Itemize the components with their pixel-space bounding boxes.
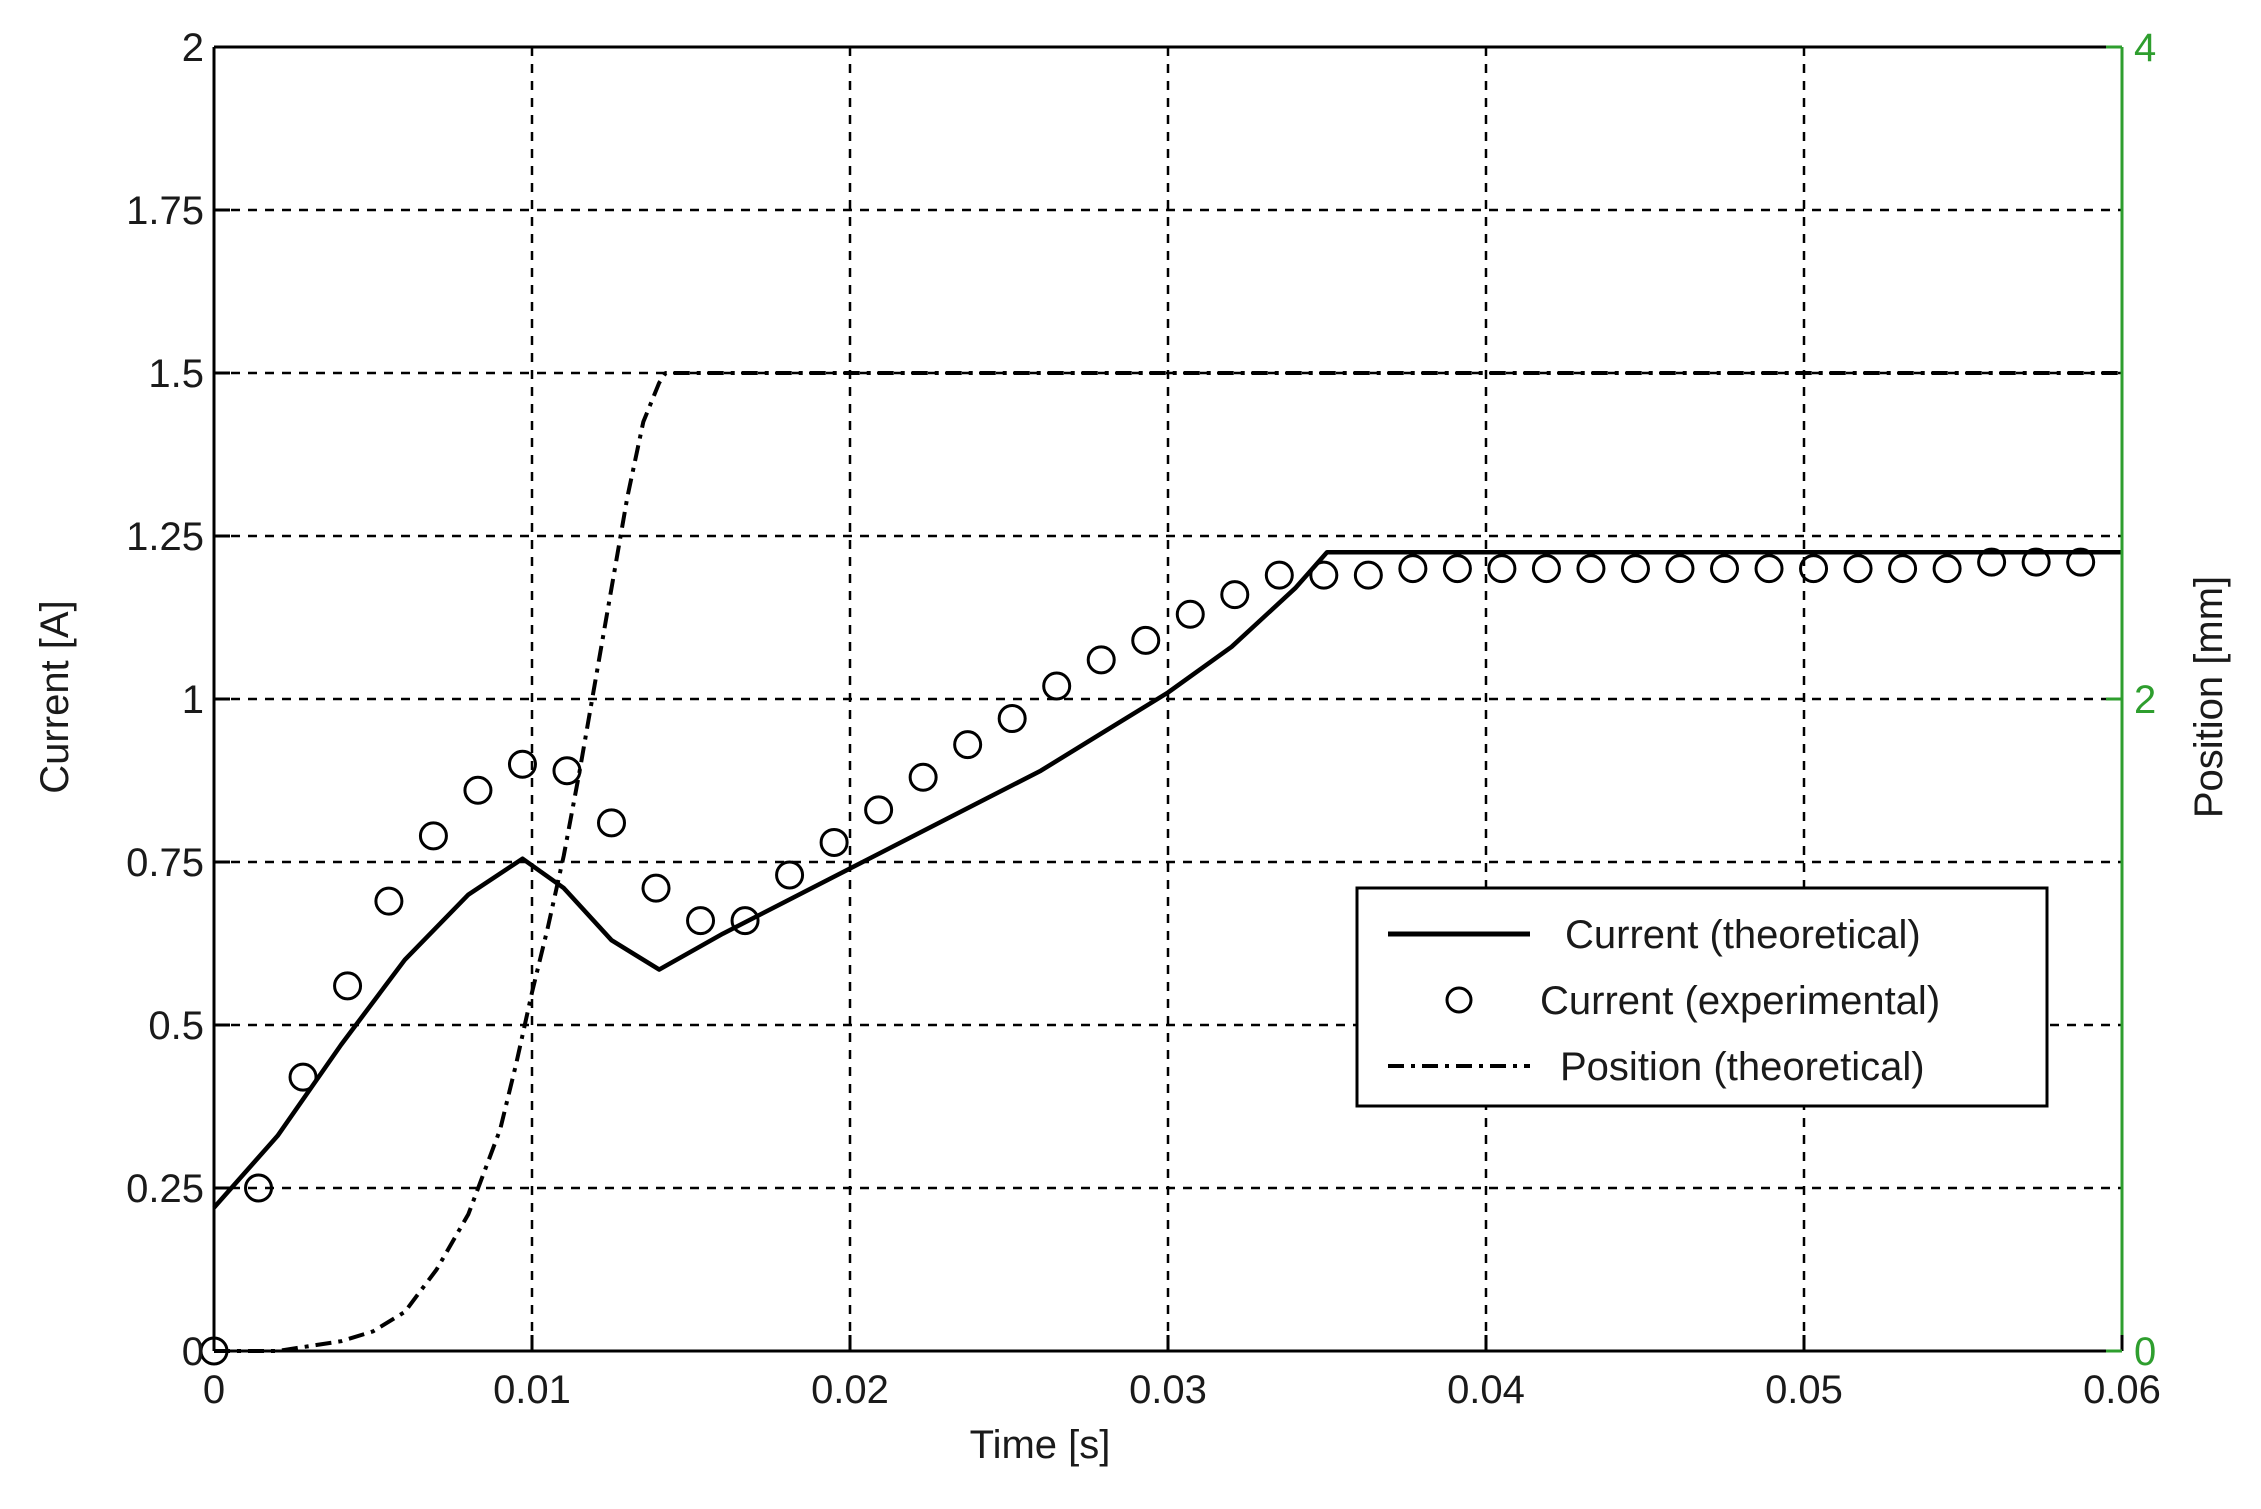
x-axis-title: Time [s] bbox=[970, 1423, 1111, 1467]
legend-swatch-current-experimental bbox=[1445, 986, 1473, 1014]
series-line-position-theoretical bbox=[214, 371, 2122, 1353]
data-point-current-experimental bbox=[864, 795, 894, 825]
data-point-current-experimental bbox=[1576, 554, 1606, 584]
data-point-current-experimental bbox=[1220, 580, 1250, 610]
y2-tick-label: 2 bbox=[2134, 678, 2156, 722]
data-point-current-experimental bbox=[1710, 554, 1739, 584]
data-point-current-experimental bbox=[1932, 554, 1962, 584]
legend: Current (theoretical) Current (experimen… bbox=[1355, 886, 2049, 1108]
data-point-current-experimental bbox=[1353, 560, 1383, 590]
x-tick-label: 0.05 bbox=[1765, 1368, 1843, 1412]
data-point-current-experimental bbox=[730, 906, 760, 936]
legend-label-current-theoretical: Current (theoretical) bbox=[1565, 913, 1921, 957]
data-point-current-experimental bbox=[2021, 547, 2051, 577]
data-point-current-experimental bbox=[597, 808, 626, 838]
y-tick-label: 0.5 bbox=[148, 1004, 204, 1048]
y2-tick-label: 4 bbox=[2134, 26, 2156, 70]
legend-label-current-experimental: Current (experimental) bbox=[1540, 979, 1940, 1023]
data-point-current-experimental bbox=[1531, 554, 1561, 584]
data-point-current-experimental bbox=[1042, 671, 1072, 701]
data-point-current-experimental bbox=[908, 762, 938, 792]
x-tick-label: 0.06 bbox=[2083, 1368, 2161, 1412]
grid-layer bbox=[214, 47, 2122, 1351]
y-tick-label: 1.75 bbox=[126, 189, 204, 233]
data-point-current-experimental bbox=[374, 886, 404, 916]
data-point-current-experimental bbox=[2066, 547, 2096, 577]
data-point-current-experimental bbox=[1309, 560, 1339, 590]
data-point-current-experimental bbox=[1665, 554, 1695, 584]
data-point-current-experimental bbox=[1754, 554, 1784, 584]
data-point-current-experimental bbox=[1888, 554, 1918, 584]
x-tick-label: 0 bbox=[203, 1368, 225, 1412]
data-point-current-experimental bbox=[507, 749, 537, 779]
data-point-current-experimental bbox=[1086, 645, 1116, 675]
y-tick-label: 2 bbox=[182, 26, 204, 70]
data-point-current-experimental bbox=[641, 873, 671, 903]
y-tick-label: 1 bbox=[182, 678, 204, 722]
data-point-current-experimental bbox=[1843, 554, 1873, 584]
x-tick-label: 0.02 bbox=[811, 1368, 889, 1412]
y-tick-label: 0.25 bbox=[126, 1167, 204, 1211]
data-point-current-experimental bbox=[819, 827, 849, 857]
x-tick-label: 0.04 bbox=[1447, 1368, 1525, 1412]
series-layer bbox=[199, 371, 2122, 1366]
data-point-current-experimental bbox=[1398, 554, 1428, 584]
data-point-current-experimental bbox=[997, 704, 1027, 734]
data-point-current-experimental bbox=[1131, 625, 1161, 655]
y-tick-label: 1.25 bbox=[126, 515, 204, 559]
data-point-current-experimental bbox=[775, 860, 805, 890]
y-tick-label: 0 bbox=[182, 1330, 204, 1374]
x-tick-label: 0.01 bbox=[493, 1368, 571, 1412]
legend-label-position-theoretical: Position (theoretical) bbox=[1560, 1045, 1925, 1089]
y-axis-title: Current [A] bbox=[33, 600, 77, 793]
y-tick-label: 1.5 bbox=[148, 352, 204, 396]
data-point-current-experimental bbox=[463, 775, 493, 805]
data-point-current-experimental bbox=[418, 821, 448, 851]
x-tick-label: 0.03 bbox=[1129, 1368, 1207, 1412]
data-point-current-experimental bbox=[953, 730, 983, 760]
data-point-current-experimental bbox=[244, 1173, 274, 1203]
data-point-current-experimental bbox=[1487, 554, 1517, 584]
data-point-current-experimental bbox=[1442, 554, 1472, 584]
data-point-current-experimental bbox=[1175, 599, 1205, 629]
data-point-current-experimental bbox=[288, 1062, 318, 1092]
data-point-current-experimental bbox=[686, 906, 716, 936]
data-point-current-experimental bbox=[1620, 554, 1650, 584]
data-point-current-experimental bbox=[1977, 547, 2007, 577]
y2-tick-label: 0 bbox=[2134, 1330, 2156, 1374]
data-point-current-experimental bbox=[1799, 554, 1829, 584]
data-point-current-experimental bbox=[333, 971, 363, 1001]
ticks-layer: 0 0.01 0.02 0.03 0.04 0.05 0.0600.250.50.7511.… bbox=[126, 26, 2161, 1412]
data-point-current-experimental bbox=[1264, 560, 1294, 590]
y2-axis-title: Position [mm] bbox=[2187, 576, 2231, 818]
y-tick-label: 0.75 bbox=[126, 841, 204, 885]
series-line-current-theoretical bbox=[212, 550, 2122, 1210]
